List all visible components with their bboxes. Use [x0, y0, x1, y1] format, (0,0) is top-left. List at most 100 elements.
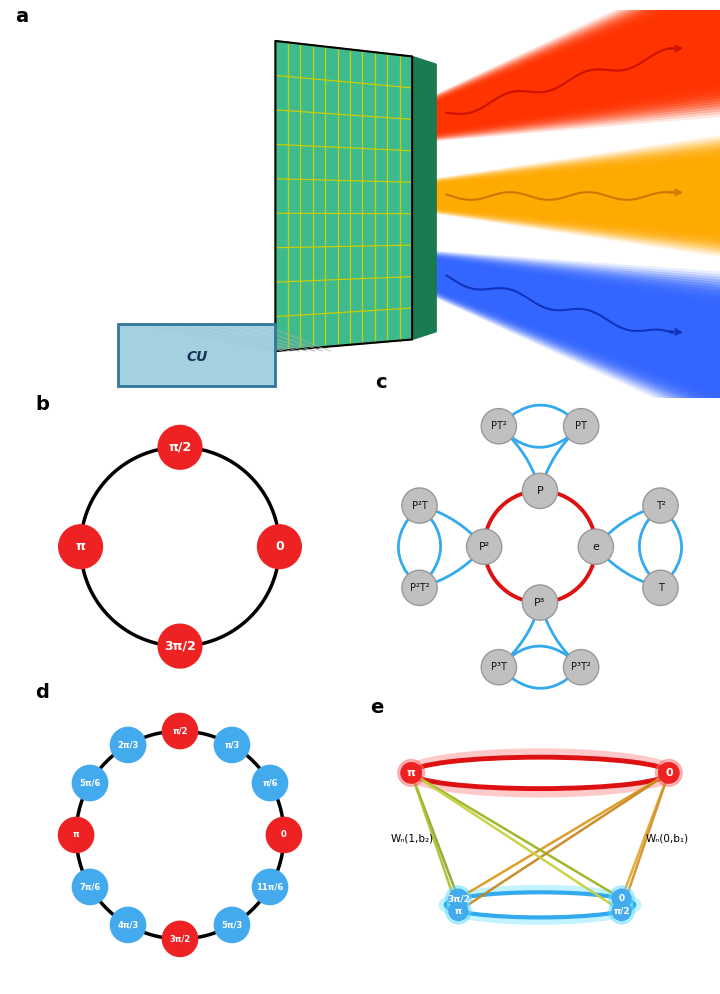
Polygon shape — [433, 263, 720, 397]
Polygon shape — [433, 9, 720, 124]
Polygon shape — [433, 0, 720, 127]
Circle shape — [110, 908, 145, 942]
Text: 11π/6: 11π/6 — [256, 883, 284, 892]
Polygon shape — [433, 269, 720, 377]
Polygon shape — [433, 180, 720, 212]
Circle shape — [401, 762, 421, 783]
Text: 0: 0 — [665, 768, 672, 778]
Text: P³T: P³T — [491, 662, 507, 672]
Circle shape — [609, 899, 634, 923]
Circle shape — [449, 902, 468, 920]
Text: P: P — [536, 486, 544, 496]
Polygon shape — [433, 139, 720, 252]
Polygon shape — [413, 57, 436, 339]
Circle shape — [163, 921, 197, 956]
Polygon shape — [433, 185, 720, 208]
Circle shape — [402, 488, 437, 523]
Polygon shape — [433, 0, 720, 135]
Text: e: e — [593, 542, 599, 552]
Polygon shape — [433, 142, 720, 250]
Polygon shape — [433, 262, 720, 400]
Circle shape — [59, 525, 102, 569]
Circle shape — [73, 870, 107, 905]
Polygon shape — [433, 153, 720, 239]
Polygon shape — [433, 0, 720, 141]
Polygon shape — [433, 137, 720, 254]
Circle shape — [398, 759, 425, 786]
Polygon shape — [433, 272, 720, 362]
Polygon shape — [433, 267, 720, 382]
Text: P²T: P²T — [412, 501, 428, 511]
Polygon shape — [276, 41, 413, 351]
Circle shape — [481, 409, 516, 444]
Circle shape — [564, 409, 599, 444]
Polygon shape — [433, 0, 720, 137]
Text: π/2: π/2 — [172, 727, 188, 736]
Text: 0: 0 — [618, 894, 625, 904]
Circle shape — [253, 765, 287, 800]
Polygon shape — [433, 173, 720, 219]
Polygon shape — [433, 183, 720, 210]
Polygon shape — [433, 0, 720, 138]
Circle shape — [253, 870, 287, 905]
Polygon shape — [433, 27, 720, 119]
Polygon shape — [433, 0, 720, 128]
Polygon shape — [433, 271, 720, 368]
Bar — [118, 324, 275, 386]
Text: a: a — [16, 7, 29, 26]
Polygon shape — [433, 24, 720, 120]
Polygon shape — [433, 146, 720, 246]
Polygon shape — [433, 254, 720, 431]
Polygon shape — [433, 270, 720, 371]
Circle shape — [215, 908, 250, 942]
Polygon shape — [433, 171, 720, 221]
Circle shape — [523, 473, 557, 509]
Text: b: b — [36, 395, 50, 414]
Circle shape — [58, 817, 94, 853]
Polygon shape — [433, 130, 720, 261]
Text: P²: P² — [479, 542, 490, 552]
Polygon shape — [433, 21, 720, 121]
Polygon shape — [433, 160, 720, 233]
Polygon shape — [433, 257, 720, 419]
Text: 0: 0 — [275, 540, 284, 554]
Polygon shape — [433, 144, 720, 248]
Circle shape — [266, 817, 302, 853]
Circle shape — [110, 728, 145, 762]
Polygon shape — [433, 187, 720, 205]
Polygon shape — [433, 0, 720, 131]
Text: d: d — [35, 683, 49, 702]
Text: π: π — [76, 540, 86, 554]
Text: 7π/6: 7π/6 — [79, 883, 101, 892]
Text: CU: CU — [186, 350, 207, 364]
Text: P³: P³ — [534, 597, 546, 607]
Polygon shape — [433, 258, 720, 414]
Polygon shape — [433, 162, 720, 230]
Circle shape — [402, 571, 437, 605]
Text: 3π/2: 3π/2 — [169, 934, 191, 943]
Circle shape — [449, 890, 468, 908]
Circle shape — [481, 649, 516, 685]
Polygon shape — [433, 158, 720, 235]
Polygon shape — [433, 12, 720, 123]
Polygon shape — [433, 0, 720, 140]
Polygon shape — [433, 3, 720, 125]
Circle shape — [163, 714, 197, 748]
Circle shape — [643, 571, 678, 605]
Polygon shape — [433, 255, 720, 425]
Circle shape — [612, 902, 631, 920]
Circle shape — [215, 728, 250, 762]
Polygon shape — [433, 266, 720, 385]
Polygon shape — [433, 256, 720, 422]
Polygon shape — [433, 0, 720, 134]
Text: 5π/6: 5π/6 — [79, 778, 101, 787]
Text: π: π — [73, 830, 79, 840]
Polygon shape — [433, 251, 720, 443]
Polygon shape — [433, 0, 720, 130]
Polygon shape — [433, 132, 720, 259]
Circle shape — [523, 584, 557, 620]
Circle shape — [258, 525, 301, 569]
Polygon shape — [433, 0, 720, 129]
Polygon shape — [433, 0, 720, 136]
Polygon shape — [433, 264, 720, 394]
